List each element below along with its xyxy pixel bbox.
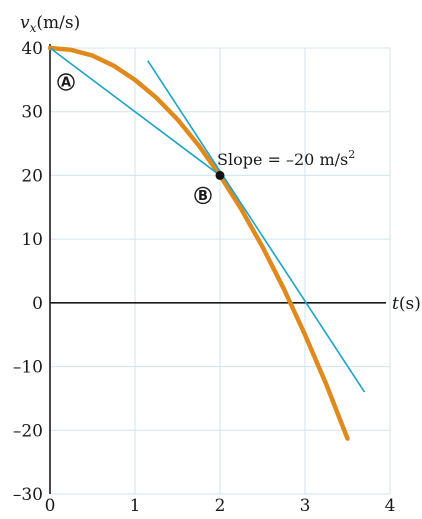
tangent-line: [147, 60, 366, 393]
series: [47, 45, 366, 441]
x-tick-label: 4: [385, 496, 396, 516]
y-tick-label: –30: [13, 485, 43, 505]
y-tick-label: 40: [21, 39, 43, 59]
y-tick-label: –20: [13, 421, 43, 441]
y-tick-label: 0: [32, 294, 43, 314]
slope-annotation: Slope = –20 m/s2: [217, 148, 355, 169]
grid: [50, 47, 391, 495]
velocity-curve: [47, 45, 350, 441]
points: AB: [57, 73, 225, 205]
secant-line: [49, 47, 221, 177]
x-tick-label: 0: [45, 496, 56, 516]
axes: [49, 44, 386, 494]
point-b-dot: [215, 170, 225, 180]
x-tick-label: 1: [130, 496, 141, 516]
point-a-marker: [57, 73, 75, 91]
y-tick-label: –10: [13, 358, 43, 378]
y-axis-label: vx(m/s): [20, 13, 80, 35]
y-tick-label: 30: [21, 103, 43, 123]
point-b-marker: [194, 186, 212, 205]
point-a-label: A: [61, 76, 71, 91]
x-axis-label: t(s): [392, 294, 421, 314]
point-b-label: B: [198, 189, 208, 204]
y-tick-label: 20: [21, 166, 43, 186]
x-tick-label: 3: [300, 496, 311, 516]
x-tick-label: 2: [215, 496, 226, 516]
y-tick-label: 10: [21, 230, 43, 250]
y-axis-unit: (m/s): [36, 13, 80, 33]
